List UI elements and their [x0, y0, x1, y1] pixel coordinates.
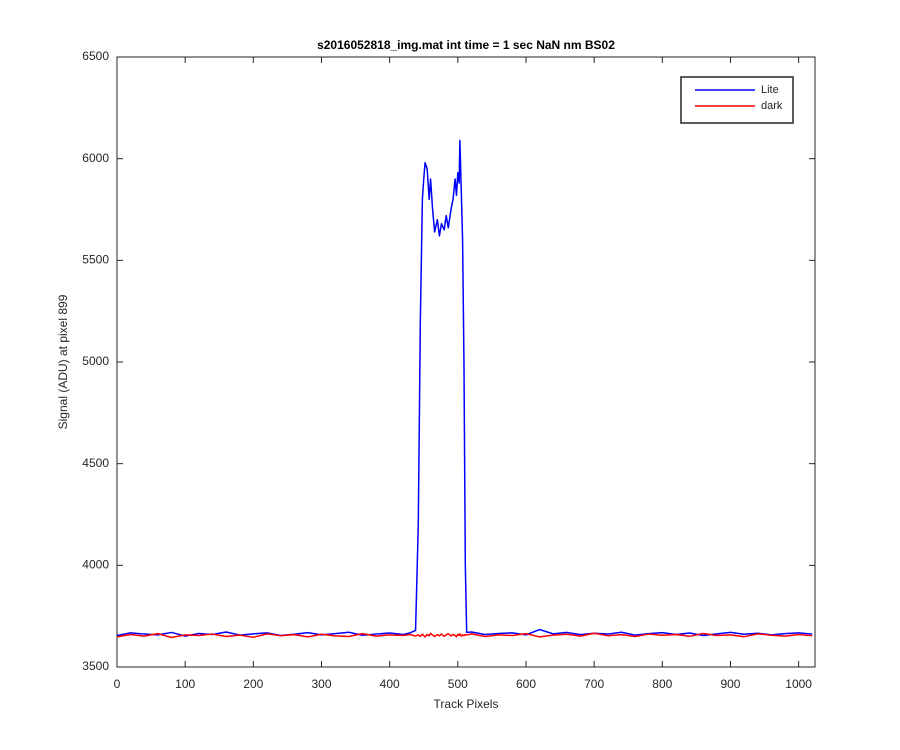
y-tick-label: 3500 [82, 659, 109, 673]
x-tick-label: 500 [448, 677, 468, 691]
x-tick-label: 1000 [785, 677, 812, 691]
legend-box [680, 76, 794, 124]
y-tick-label: 5000 [82, 354, 109, 368]
series-line [116, 632, 813, 639]
x-tick-label: 400 [380, 677, 400, 691]
x-tick-label: 800 [652, 677, 672, 691]
chart-title: s2016052818_img.mat int time = 1 sec NaN… [317, 38, 615, 52]
x-tick-label: 600 [516, 677, 536, 691]
x-tick-label: 700 [584, 677, 604, 691]
x-tick-label: 100 [175, 677, 195, 691]
x-tick-label: 300 [311, 677, 331, 691]
y-axis-label: Signal (ADU) at pixel 899 [56, 294, 70, 429]
y-tick-label: 6500 [82, 49, 109, 63]
y-tick-label: 6000 [82, 151, 109, 165]
y-tick-label: 4500 [82, 456, 109, 470]
y-tick-label: 4000 [82, 558, 109, 572]
x-tick-label: 200 [243, 677, 263, 691]
x-tick-label: 0 [114, 677, 121, 691]
x-tick-label: 900 [720, 677, 740, 691]
legend-label: dark [761, 100, 783, 112]
x-axis-label: Track Pixels [434, 697, 499, 711]
y-tick-label: 5500 [82, 253, 109, 267]
legend-label: Lite [761, 84, 779, 96]
